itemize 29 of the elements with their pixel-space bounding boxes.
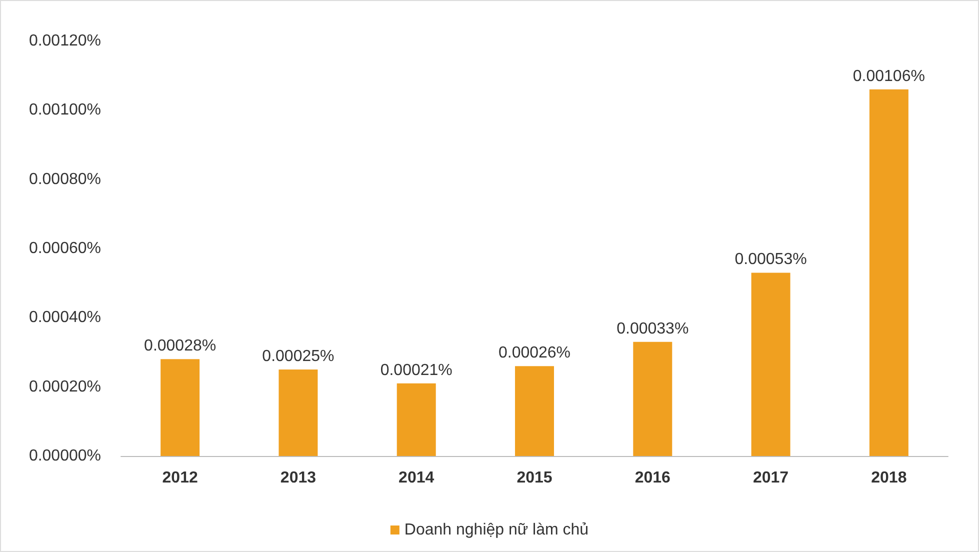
y-tick-label: 0.00000%: [28, 448, 101, 464]
x-tick-label: 2014: [398, 470, 434, 486]
x-tick-label: 2013: [280, 470, 316, 486]
bar: [160, 359, 200, 456]
y-tick-label: 0.00080%: [28, 170, 101, 188]
y-tick-label: 0.00040%: [28, 309, 101, 326]
y-tick-label: 0.00060%: [28, 240, 101, 257]
bar: [751, 272, 790, 456]
bar: [869, 89, 908, 456]
y-tick-label: 0.00120%: [28, 32, 101, 50]
data-label: 0.00025%: [262, 348, 334, 366]
x-tick-label: 2018: [871, 470, 907, 486]
x-tick-label: 2015: [516, 470, 552, 486]
data-label: 0.00033%: [616, 320, 689, 338]
x-tick-label: 2016: [634, 470, 671, 486]
data-label: 0.00106%: [852, 68, 925, 85]
data-label: 0.00028%: [144, 338, 216, 355]
bar: [278, 370, 318, 456]
y-tick-label: 0.00100%: [28, 102, 101, 119]
bar: [633, 342, 672, 456]
data-label: 0.00021%: [380, 362, 452, 379]
bar: [396, 383, 436, 456]
x-tick-label: 2017: [752, 470, 789, 486]
bar: [515, 366, 554, 456]
x-tick-label: 2012: [162, 470, 198, 486]
legend-label: Doanh nghiệp nữ làm chủ: [404, 522, 589, 538]
data-label: 0.00053%: [734, 251, 807, 268]
y-tick-label: 0.00020%: [28, 378, 101, 396]
data-label: 0.00026%: [498, 344, 571, 362]
